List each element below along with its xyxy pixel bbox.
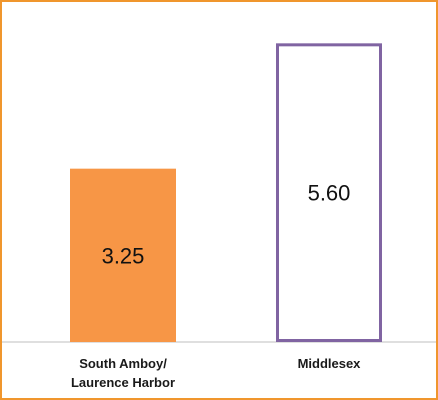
bar-0 [70,168,176,342]
category-label-0-line-0: South Amboy/ [79,356,167,371]
value-labels-group: 3.25 5.60 [102,181,351,269]
category-label-0-line-1: Laurence Harbor [71,375,175,390]
bar-1 [276,43,382,342]
category-label-1-line-0: Middlesex [298,356,362,371]
bars-group [70,43,382,342]
category-labels-group: South Amboy/Laurence Harbor Middlesex [71,356,361,390]
value-label-1: 5.60 [308,181,351,206]
value-label-0: 3.25 [102,243,145,268]
